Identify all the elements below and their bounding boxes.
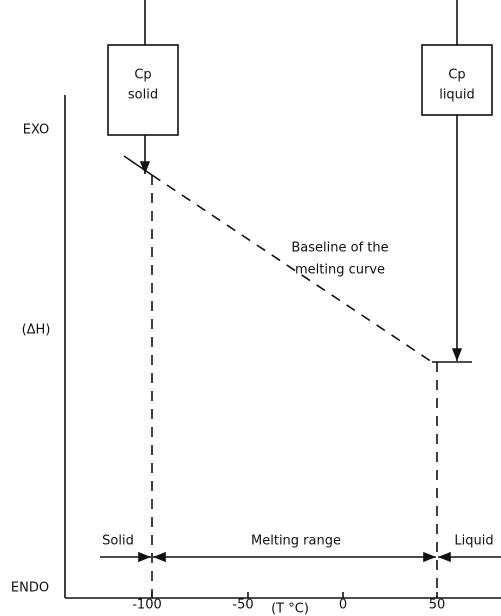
dh-label: (ΔH) — [22, 323, 51, 338]
x-tick-label: -100 — [132, 598, 162, 613]
annotation: melting curve — [295, 263, 385, 278]
cp-solid-box — [107, 44, 179, 136]
x-axis-title: (T °C) — [271, 602, 309, 616]
x-tick-label: 50 — [429, 598, 446, 613]
exo-label: EXO — [23, 123, 50, 138]
endo-label: ENDO — [11, 581, 49, 596]
solid-baseline — [123, 155, 153, 176]
range-label: Melting range — [251, 534, 341, 549]
range-label: Solid — [102, 534, 134, 549]
x-tick-label: -50 — [232, 598, 253, 613]
box-text: solid — [128, 88, 158, 103]
dashed-baseline — [151, 174, 433, 363]
box-text: liquid — [439, 88, 475, 103]
box-text: Cp — [448, 68, 465, 83]
box-text: Cp — [134, 68, 151, 83]
annotation: Baseline of the — [291, 241, 388, 256]
range-label: Liquid — [454, 534, 493, 549]
x-tick-label: 0 — [339, 598, 347, 613]
